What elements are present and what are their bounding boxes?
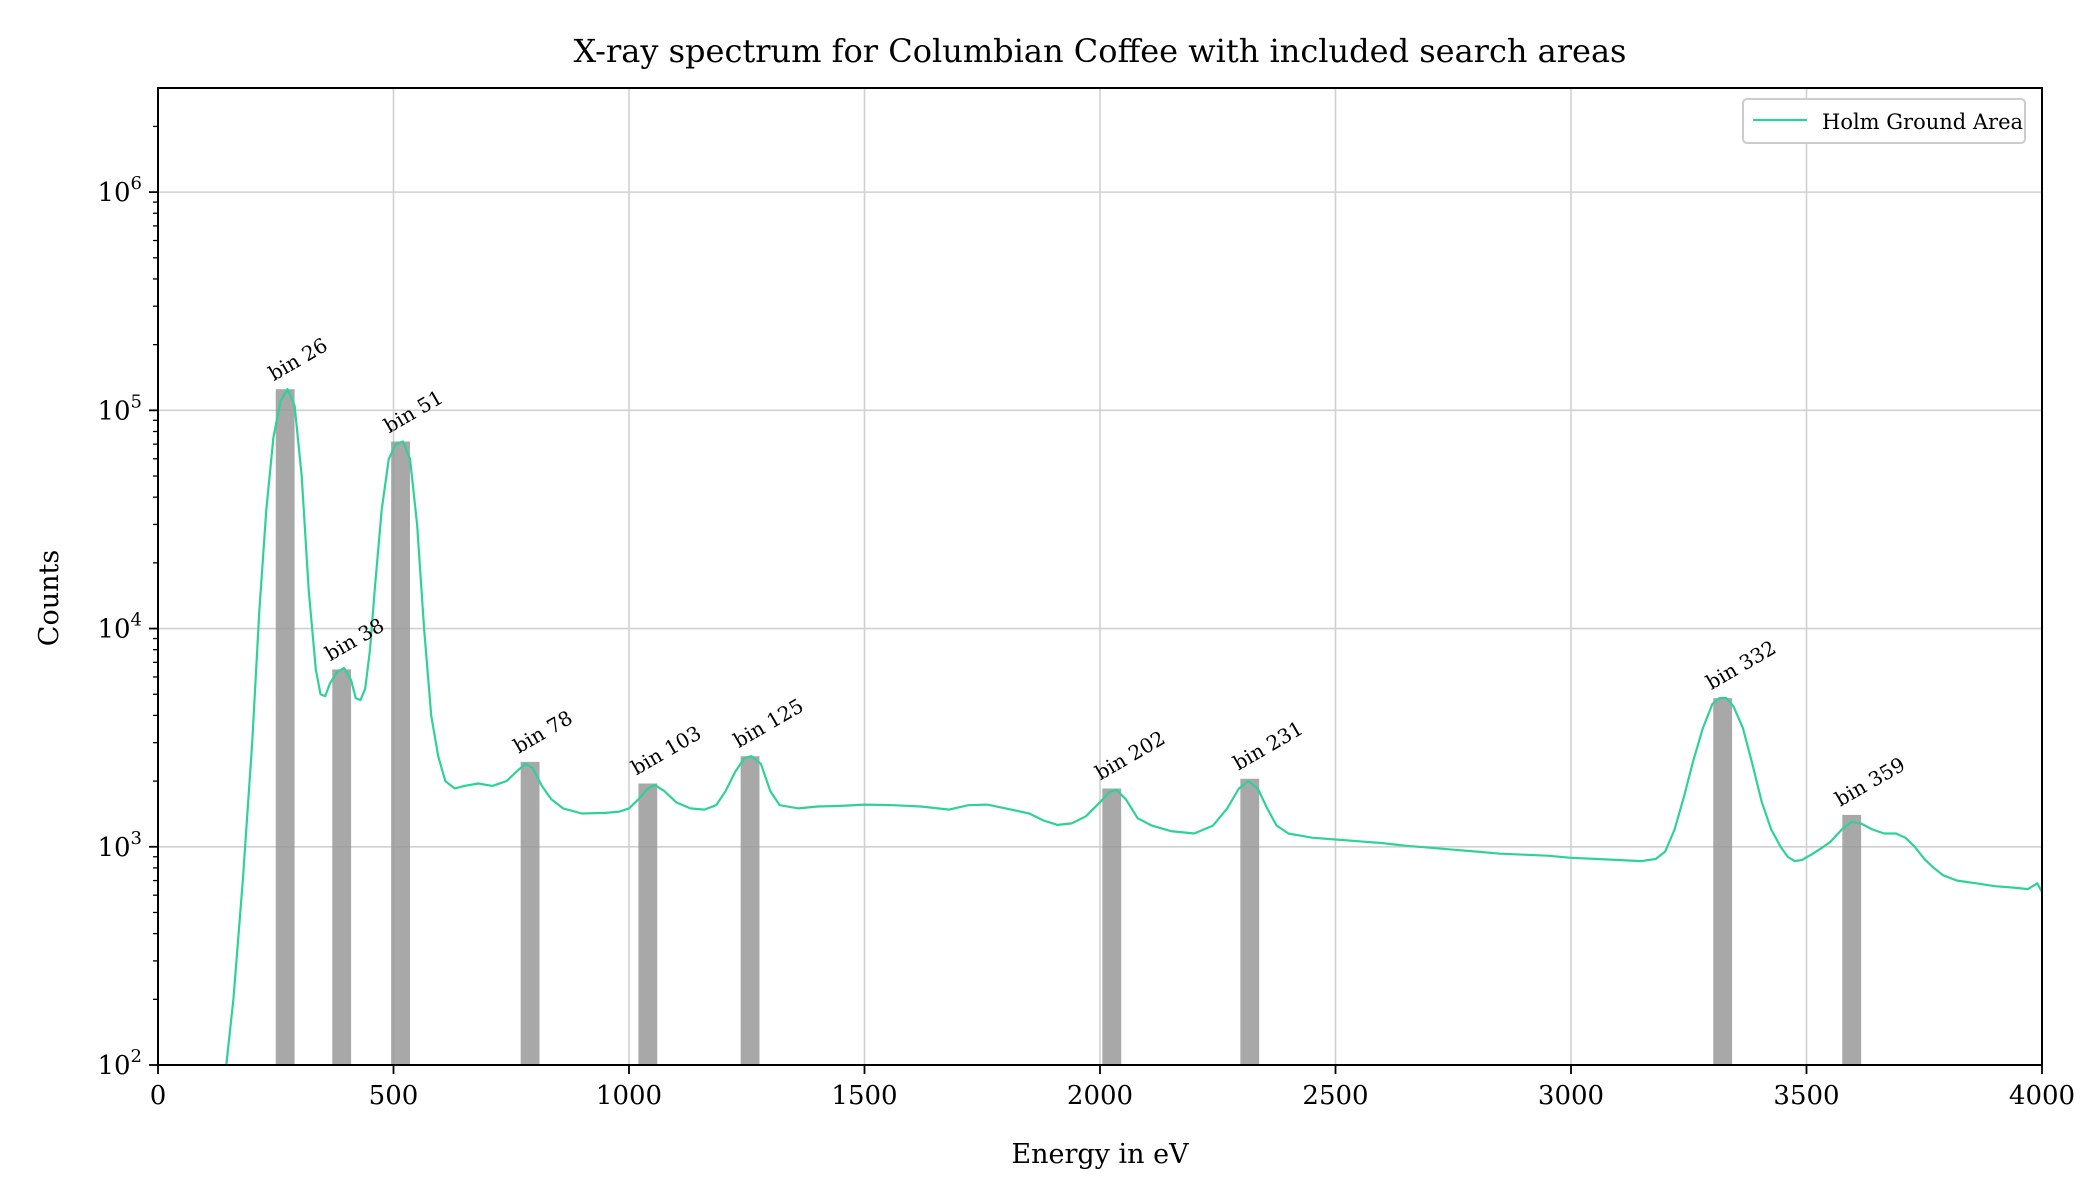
search-area-bar: [391, 441, 410, 1065]
x-tick-label: 3000: [1538, 1081, 1604, 1111]
search-area-bar: [520, 761, 540, 1065]
search-area-label: bin 125: [729, 693, 807, 752]
y-tick-label: 103: [97, 828, 142, 863]
search-area-bar: [638, 783, 658, 1065]
y-tick-label: 106: [97, 173, 142, 208]
series-lines: [225, 388, 2043, 1066]
legend-label: Holm Ground Area: [1822, 110, 2023, 134]
search-area-label: bin 78: [509, 705, 576, 758]
legend: Holm Ground Area: [1742, 98, 2026, 144]
legend-box: [1742, 98, 2026, 144]
search-area-label: bin 202: [1091, 726, 1169, 785]
x-axis-label: Energy in eV: [1011, 1139, 1189, 1170]
search-area-label: bin 231: [1229, 716, 1307, 775]
search-area-bar: [1240, 778, 1260, 1065]
y-tick-label: 105: [97, 391, 142, 426]
search-area-bar: [1713, 698, 1733, 1065]
search-area-bar: [1842, 814, 1862, 1065]
search-area-label: bin 51: [380, 385, 447, 438]
search-area-label: bin 359: [1831, 752, 1909, 811]
y-tick-label: 102: [97, 1046, 142, 1081]
x-tick-label: 2000: [1067, 1081, 1133, 1111]
search-area-bar: [740, 756, 760, 1065]
x-tick-label: 1000: [596, 1081, 662, 1111]
search-area-labels: bin 26 bin 38 bin 51 bin 78 bin 103 bin 125 bi…: [264, 333, 1909, 811]
search-area-bar: [332, 669, 352, 1065]
series-line: [225, 388, 2043, 1066]
x-tick-label: 2500: [1302, 1081, 1368, 1111]
y-tick-label: 104: [97, 610, 142, 645]
x-tick-label: 0: [150, 1081, 167, 1111]
x-tick-label: 4000: [2009, 1081, 2075, 1111]
search-area-bar: [1102, 788, 1122, 1065]
y-axis-ticks: 102 103 104 105 106: [97, 125, 158, 1081]
y-axis-label: Counts: [34, 550, 65, 646]
grid: [157, 88, 2043, 1066]
x-axis-ticks: 0 500 1000 1500 2000 2500 3000 3500 4000: [150, 1065, 2075, 1111]
search-area-label: bin 332: [1702, 635, 1780, 694]
x-tick-label: 3500: [1773, 1081, 1839, 1111]
chart-title: X-ray spectrum for Columbian Coffee with…: [574, 32, 1627, 70]
search-area-label: bin 38: [321, 613, 388, 666]
search-area-bar: [275, 389, 295, 1065]
search-area-label: bin 26: [264, 333, 331, 386]
search-area-label: bin 103: [627, 721, 705, 780]
x-tick-label: 1500: [831, 1081, 897, 1111]
search-area-bars: [275, 389, 1862, 1065]
x-tick-label: 500: [369, 1081, 419, 1111]
